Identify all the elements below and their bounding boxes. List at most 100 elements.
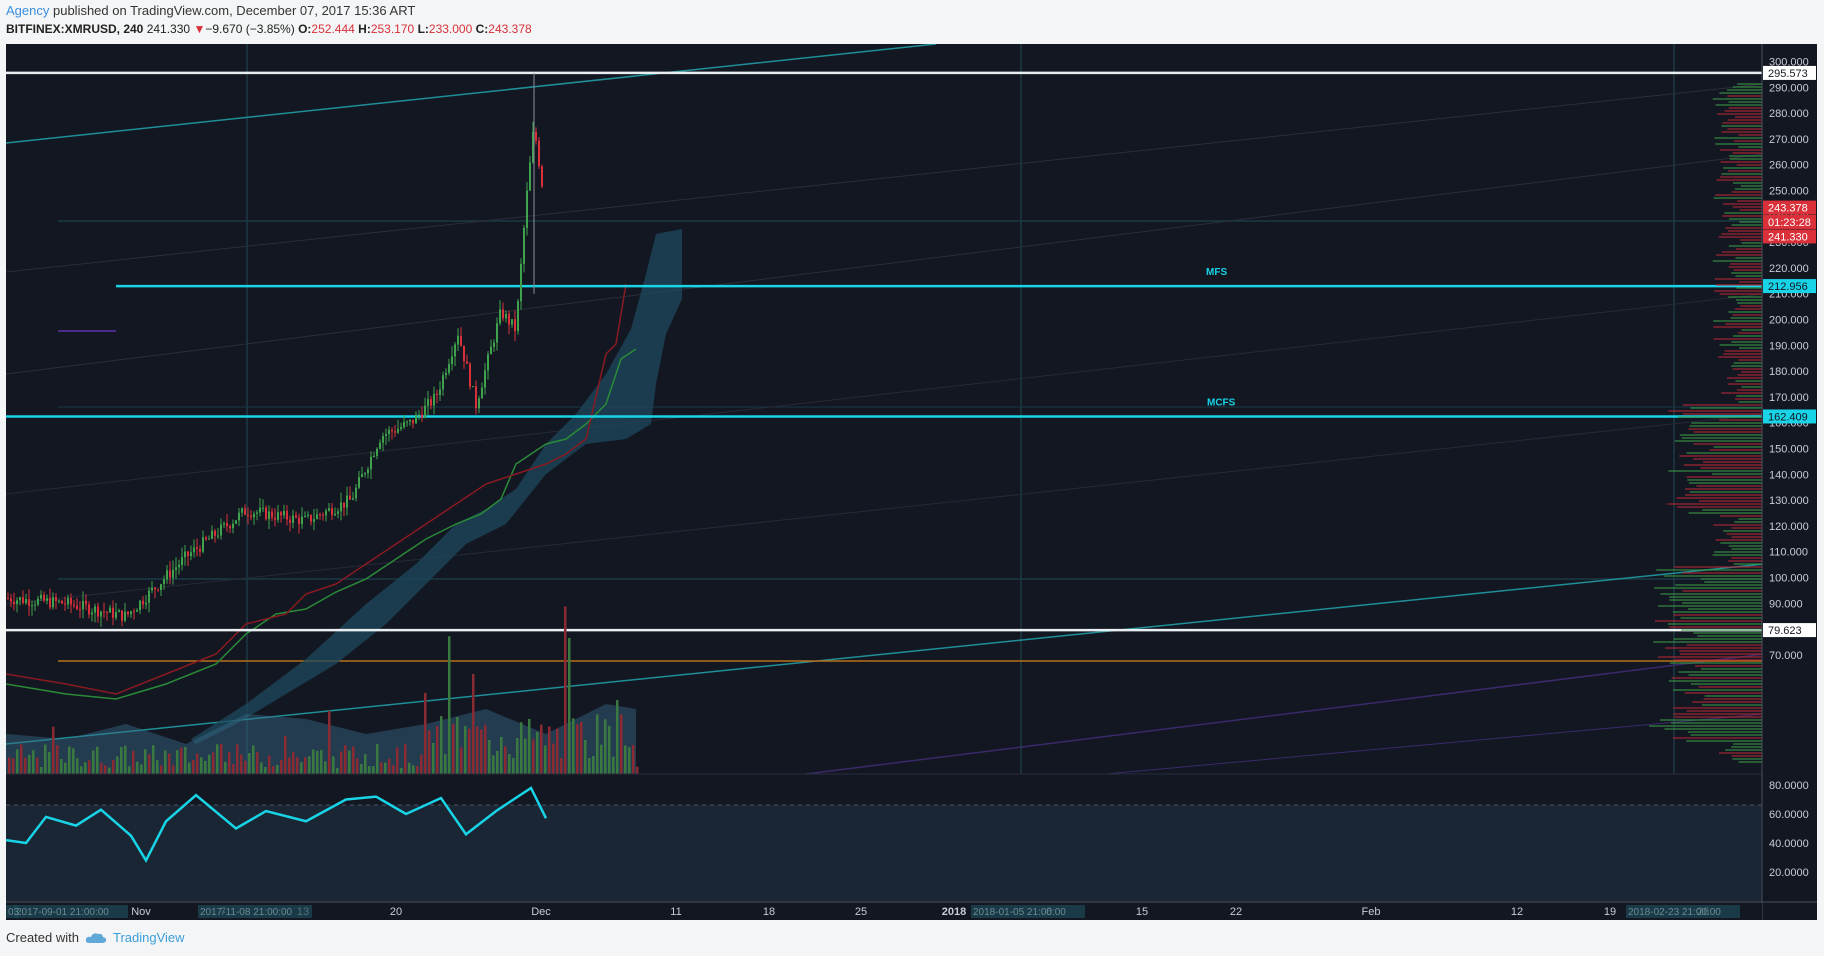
candle-body (424, 405, 426, 418)
volume-bar (400, 767, 403, 774)
horizontal-grid-lines (58, 220, 1762, 580)
volume-bar (568, 638, 571, 774)
volume-bar (48, 752, 51, 774)
candle-body (154, 587, 156, 590)
time-tick-label: Nov (131, 906, 151, 918)
candle-body (115, 611, 117, 618)
volume-bar (548, 726, 551, 774)
volume-bar (200, 757, 203, 774)
volume-bar (436, 726, 439, 774)
volume-bar (428, 730, 431, 774)
author-link[interactable]: Agency (6, 3, 50, 18)
time-tick-label: 18 (763, 906, 775, 918)
candle-body (490, 346, 492, 355)
candle-body (178, 564, 180, 568)
candle-body (46, 598, 48, 601)
level-label: MFS (1206, 267, 1227, 278)
time-range-marker (1626, 905, 1740, 918)
down-arrow-icon: ▼ (193, 22, 206, 36)
published-text: published on TradingView.com, December 0… (49, 3, 416, 18)
candle-body (94, 606, 96, 613)
volume-bar (260, 762, 263, 774)
candle-body (169, 570, 171, 578)
volume-bar (124, 745, 127, 774)
level-label: MCFS (1207, 397, 1236, 408)
chart-panel[interactable]: 300.000 290.000 280.000 270.000 260.000 250.0… (6, 44, 1817, 920)
volume-bar (304, 757, 307, 774)
volume-bar (296, 757, 299, 774)
chart-canvas[interactable]: 300.000 290.000 280.000 270.000 260.000 250.0… (6, 44, 1817, 920)
volume-bar (468, 728, 471, 774)
tradingview-link[interactable]: TradingView (112, 930, 185, 945)
candle-body (415, 414, 417, 424)
volume-bar (80, 766, 83, 774)
rsi-pane (6, 773, 1817, 903)
volume-bar (316, 750, 319, 774)
candle-body (91, 612, 93, 615)
candle-body (343, 502, 345, 508)
candle-body (145, 602, 147, 605)
volume-bar (328, 710, 331, 774)
candle-body (445, 372, 447, 376)
price-tag-box (1763, 214, 1816, 229)
candle-body (340, 502, 342, 512)
candle-body (478, 398, 480, 409)
time-axis-labels[interactable]: Nov71320Dec111825201881522Feb1219262017-… (6, 905, 1740, 918)
candle-body (520, 263, 522, 302)
candle-body (82, 600, 84, 610)
symbol-info: BITFINEX:XMRUSD, 240 241.330 ▼−9.670 (−3… (6, 22, 532, 36)
price-tick-label: 100.000 (1769, 573, 1809, 585)
volume-bar (488, 740, 491, 774)
volume-bar (420, 754, 423, 774)
candle-body (205, 537, 207, 540)
candle-body (346, 495, 348, 508)
volume-bar (160, 765, 163, 774)
volume-bar (372, 766, 375, 774)
volume-bar (308, 756, 311, 774)
candle-body (100, 611, 102, 617)
candle-body (259, 507, 261, 513)
price-tick-label: 260.000 (1769, 160, 1809, 172)
time-tick-label: 12 (1511, 906, 1523, 918)
candle-body (394, 431, 396, 433)
candle-body (199, 549, 201, 552)
volume-bar (40, 767, 43, 774)
candle-body (217, 535, 219, 537)
volume-bar (288, 757, 291, 774)
volume-bar (20, 744, 23, 774)
candle-body (13, 601, 15, 605)
volume-bar (52, 726, 55, 774)
candle-body (439, 389, 441, 396)
volume-bar (252, 745, 255, 774)
volume-bar (72, 748, 75, 774)
volume-bar (156, 760, 159, 774)
ichimoku-cloud (191, 229, 682, 744)
volume-bar (76, 758, 79, 774)
candle-body (505, 313, 507, 319)
volume-bar (136, 761, 139, 774)
candle-body (406, 421, 408, 423)
symbol-name: BITFINEX:XMRUSD, 240 (6, 22, 144, 36)
volume-bar (240, 754, 243, 774)
volume-bar (384, 762, 387, 774)
volume-bar (472, 673, 475, 774)
candle-body (532, 131, 534, 163)
candle-body (151, 587, 153, 591)
price-tick-label: 220.000 (1769, 263, 1809, 275)
candle-body (325, 510, 327, 516)
candle-body (64, 603, 66, 605)
volume-bar (416, 766, 419, 774)
volume-bar (540, 724, 543, 774)
candle-body (124, 611, 126, 621)
volume-bar (484, 724, 487, 774)
candle-body (67, 597, 69, 605)
price-tag-box (1763, 229, 1816, 244)
open-value: 252.444 (311, 22, 355, 36)
time-tick-label: 25 (855, 906, 867, 918)
volume-bar (360, 764, 363, 774)
candle-body (112, 607, 114, 618)
candle-body (133, 611, 135, 613)
rsi-tick-label: 80.0000 (1769, 780, 1809, 792)
candle-body (211, 530, 213, 539)
candle-body (118, 610, 120, 612)
